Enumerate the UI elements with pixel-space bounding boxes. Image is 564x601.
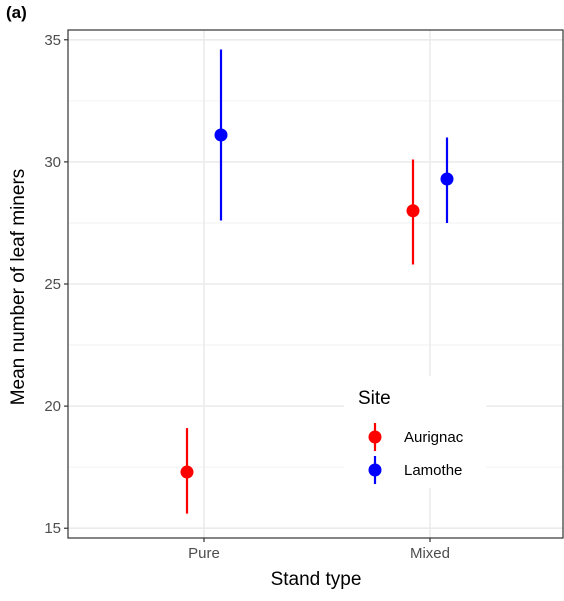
data-point [180, 465, 194, 479]
legend-key-point [368, 463, 382, 477]
legend-key-point [368, 430, 382, 444]
y-tick-label: 20 [44, 398, 61, 415]
data-point [214, 128, 228, 142]
legend-label: Lamothe [404, 462, 462, 479]
x-tick-label: Pure [188, 545, 220, 562]
legend-title: Site [358, 388, 391, 409]
y-axis: 15 20 25 30 35 [44, 32, 68, 537]
data-marks [180, 49, 454, 514]
x-tick-label: Mixed [410, 545, 450, 562]
x-axis-title: Stand type [271, 569, 362, 590]
x-axis: Pure Mixed [188, 538, 450, 562]
panel-label: (a) [6, 3, 27, 22]
legend-background [344, 376, 486, 488]
y-tick-label: 25 [44, 276, 61, 293]
y-axis-title: Mean number of leaf miners [8, 169, 29, 406]
y-tick-label: 35 [44, 32, 61, 49]
data-point [406, 204, 420, 218]
y-tick-label: 30 [44, 154, 61, 171]
y-tick-label: 15 [44, 520, 61, 537]
legend: Site Aurignac Lamothe [344, 376, 486, 488]
legend-label: Aurignac [404, 429, 464, 446]
data-point [440, 172, 454, 186]
major-gridlines [68, 30, 563, 538]
